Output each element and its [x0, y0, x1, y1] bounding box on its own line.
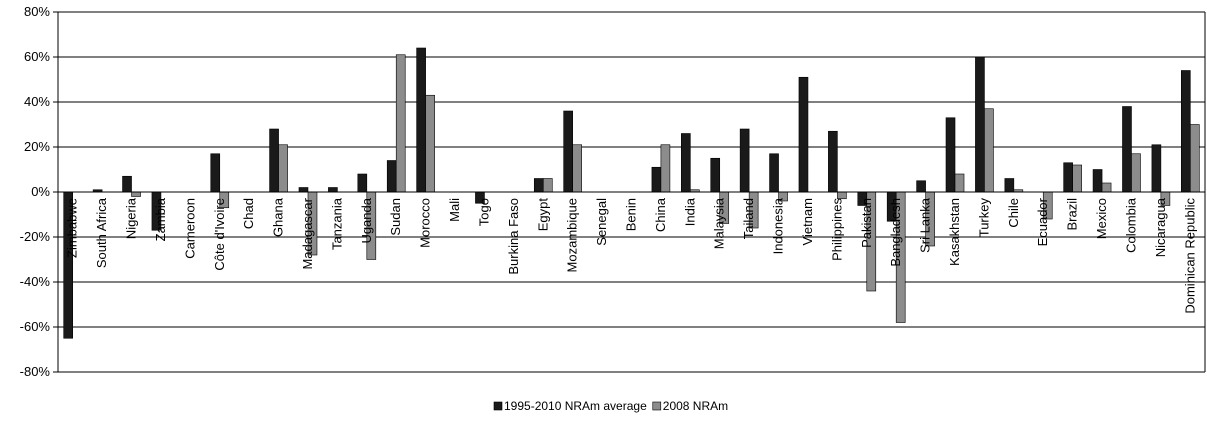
category-label: China	[653, 197, 668, 232]
bar-nram-average-36	[1122, 106, 1132, 193]
category-label: Mali	[447, 198, 462, 222]
y-tick-label: 40%	[24, 94, 50, 109]
bar-nram-2008-11	[395, 54, 406, 193]
bar-nram-average-17	[563, 110, 573, 193]
category-label: Togo	[476, 198, 491, 226]
bar-nram-2008-36	[1131, 153, 1141, 193]
category-label: Mozambique	[565, 198, 580, 272]
bar-nram-average-37	[1151, 144, 1162, 193]
category-label: Nigeria	[124, 197, 139, 239]
category-label: India	[682, 197, 697, 226]
category-label: Dominican Republic	[1182, 198, 1197, 314]
bar-nram-2008-16	[542, 178, 553, 193]
bar-nram-average-31	[975, 56, 985, 193]
category-label: Uganda	[359, 197, 374, 243]
bar-nram-2008-34	[1072, 164, 1082, 193]
legend-label-1: 2008 NRAm	[663, 399, 728, 413]
bar-nram-2008-38	[1189, 124, 1200, 193]
bar-nram-average-21	[681, 133, 691, 193]
bar-nram-2008-17	[572, 144, 582, 193]
category-label: Sri Lanka	[918, 197, 933, 253]
bar-nram-average-22	[710, 157, 721, 193]
bar-nram-2008-12	[425, 94, 435, 193]
axes	[53, 11, 1206, 373]
legend-swatch-0	[493, 401, 503, 411]
bar-nram-average-29	[916, 180, 926, 193]
category-label: Bangladesh	[888, 198, 903, 267]
category-label: South Africa	[94, 197, 109, 268]
category-label: Vietnam	[800, 198, 815, 245]
category-label: Morocco	[418, 198, 433, 248]
category-label: Senegal	[594, 198, 609, 246]
bar-nram-average-2	[122, 175, 132, 193]
bar-nram-average-16	[533, 178, 544, 193]
y-tick-label: -20%	[20, 229, 51, 244]
bar-nram-2008-31	[984, 108, 994, 193]
bar-nram-average-26	[828, 130, 838, 193]
bar-nram-average-38	[1180, 70, 1191, 193]
bar-nram-average-8	[298, 187, 309, 193]
bar-nram-2008-35	[1101, 182, 1112, 193]
category-label: Mexico	[1094, 198, 1109, 239]
category-label: Cameroon	[182, 198, 197, 259]
bar-nram-2008-20	[660, 144, 671, 193]
category-label: Sudan	[388, 198, 403, 236]
category-label: Madagascar	[300, 197, 315, 269]
bar-nram-average-34	[1063, 162, 1073, 193]
legend-label-0: 1995-2010 NRAm average	[504, 399, 647, 413]
bar-nram-2008-30	[954, 173, 965, 193]
category-label: Burkina Faso	[506, 198, 521, 275]
bar-nram-average-24	[769, 153, 779, 193]
y-tick-label: 80%	[24, 4, 50, 19]
category-label: Indonesia	[771, 197, 786, 254]
bar-nram-2008-26	[837, 191, 847, 200]
bar-nram-average-35	[1092, 169, 1103, 193]
bar-nram-average-25	[798, 76, 809, 193]
category-label: Turkey	[976, 198, 991, 238]
y-tick-label: -60%	[20, 319, 51, 334]
category-label: Malaysia	[712, 197, 727, 249]
category-label: Tailand	[741, 198, 756, 239]
category-label: Zimbabwe	[65, 198, 80, 258]
category-label: Ghana	[271, 197, 286, 237]
bar-nram-average-11	[386, 160, 397, 193]
bar-nram-average-23	[739, 128, 750, 193]
bar-nram-average-30	[945, 117, 956, 193]
category-label: Côte d'Ivoire	[212, 198, 227, 271]
y-tick-label: -80%	[20, 364, 51, 379]
category-label: Kasakhstan	[947, 198, 962, 266]
category-label: Colombia	[1123, 197, 1138, 253]
category-label: Chad	[241, 198, 256, 229]
legend-swatch-1	[652, 401, 662, 411]
category-label: Benin	[624, 198, 639, 231]
y-tick-label: -40%	[20, 274, 51, 289]
category-label: Zambia	[153, 197, 168, 241]
bars	[63, 47, 1200, 339]
legend: 1995-2010 NRAm average 2008 NRAm	[493, 399, 728, 413]
bar-nram-2008-7	[278, 144, 288, 193]
bar-nram-average-7	[269, 128, 279, 193]
bar-nram-average-20	[651, 166, 662, 193]
category-label: Nicaragua	[1153, 197, 1168, 257]
bar-nram-2008-2	[131, 191, 141, 197]
bar-nram-average-9	[328, 187, 338, 193]
category-label: Philippines	[829, 198, 844, 261]
y-tick-label: 20%	[24, 139, 50, 154]
category-label: Brazil	[1065, 198, 1080, 231]
category-label: Chile	[1006, 198, 1021, 228]
y-tick-label: 60%	[24, 49, 50, 64]
bar-nram-average-32	[1004, 178, 1015, 193]
bar-nram-average-10	[357, 173, 368, 193]
y-tick-labels: -80% -60% -40% -20% 0% 20% 40% 60% 80%	[20, 4, 51, 379]
y-tick-label: 0%	[31, 184, 50, 199]
category-label: Egypt	[535, 198, 550, 232]
category-label: Ecuador	[1035, 197, 1050, 246]
category-label: Pakistan	[859, 198, 874, 248]
bar-nram-average-5	[210, 153, 221, 193]
category-label: Tanzania	[329, 197, 344, 250]
bar-nram-average-12	[416, 47, 426, 193]
category-labels: Zimbabwe South Africa Nigeria Zambia Cameroo…	[65, 197, 1198, 313]
